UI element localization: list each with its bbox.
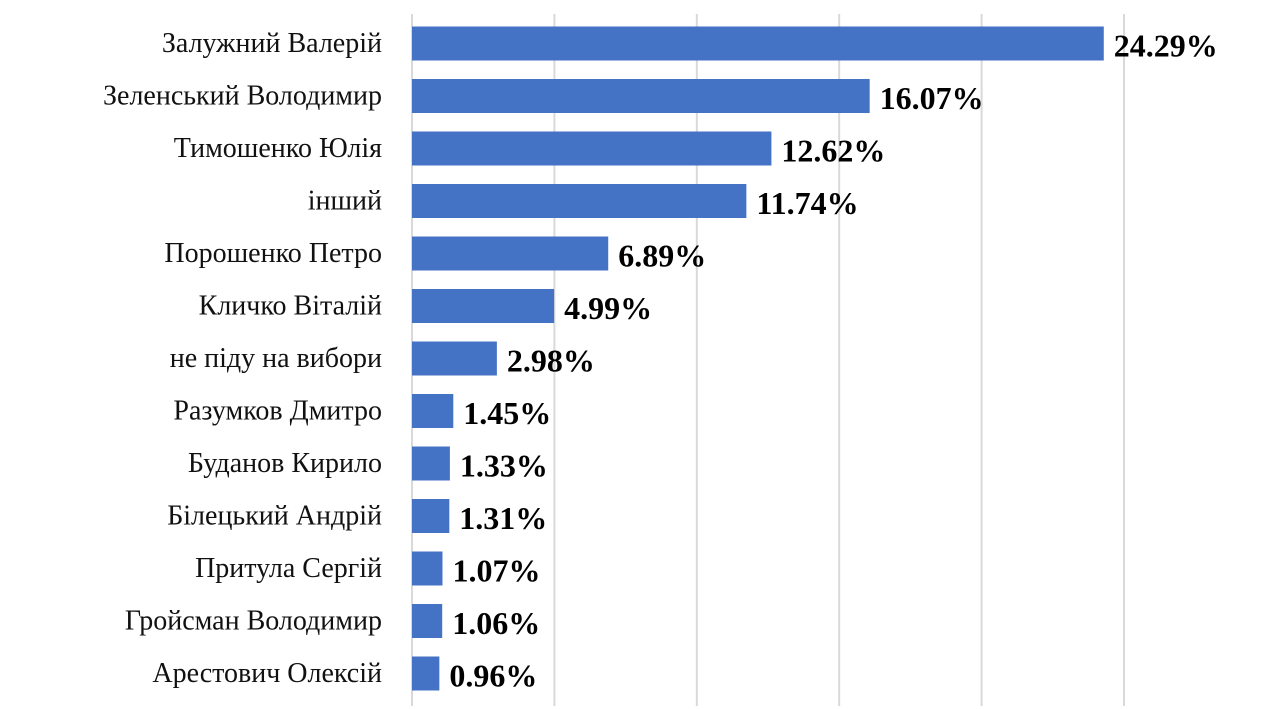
bar-1 <box>412 79 870 113</box>
bar-9 <box>412 499 450 533</box>
bar-11 <box>412 604 443 638</box>
category-label: Порошенко Петро <box>164 238 382 269</box>
category-label: Кличко Віталій <box>199 291 382 322</box>
value-labels: 24.29% 16.07% 12.62% 11.74% 6.89% 4.99% 2.98% 1… <box>449 28 1217 694</box>
bar-7 <box>412 394 454 428</box>
category-label: Залужний Валерій <box>162 28 382 59</box>
category-label: не піду на вибори <box>170 343 382 374</box>
value-label: 2.98% <box>507 343 595 379</box>
value-label: 6.89% <box>618 238 706 274</box>
category-label: Притула Сергій <box>195 553 382 584</box>
bar-2 <box>412 131 772 166</box>
bar-4 <box>412 236 609 271</box>
value-label: 1.31% <box>459 500 547 536</box>
category-label: Гройсман Володимир <box>125 606 382 637</box>
category-label: інший <box>308 186 382 217</box>
category-label: Тимошенко Юлія <box>174 133 382 164</box>
category-labels: Залужний Валерій Зеленський Володимир Тимо… <box>103 28 382 689</box>
value-label: 1.06% <box>452 605 540 641</box>
value-label: 1.07% <box>452 553 540 589</box>
category-label: Арестович Олексій <box>152 658 382 689</box>
gridlines <box>411 14 1125 706</box>
category-label: Разумков Дмитро <box>173 396 382 427</box>
bars <box>412 26 1104 691</box>
bar-6 <box>412 341 497 376</box>
value-label: 0.96% <box>449 658 537 694</box>
category-label: Зеленський Володимир <box>103 81 382 112</box>
category-label: Білецький Андрій <box>167 501 382 532</box>
bar-0 <box>412 26 1104 61</box>
value-label: 24.29% <box>1114 28 1218 64</box>
bar-10 <box>412 551 443 586</box>
value-label: 1.45% <box>463 395 551 431</box>
value-label: 4.99% <box>564 290 652 326</box>
value-label: 12.62% <box>781 133 885 169</box>
bar-3 <box>412 184 747 218</box>
value-label: 1.33% <box>460 448 548 484</box>
value-label: 11.74% <box>756 185 858 221</box>
bar-12 <box>412 656 440 691</box>
bar-5 <box>412 289 555 323</box>
value-label: 16.07% <box>880 80 984 116</box>
bar-8 <box>412 446 450 481</box>
category-label: Буданов Кирило <box>188 448 382 479</box>
